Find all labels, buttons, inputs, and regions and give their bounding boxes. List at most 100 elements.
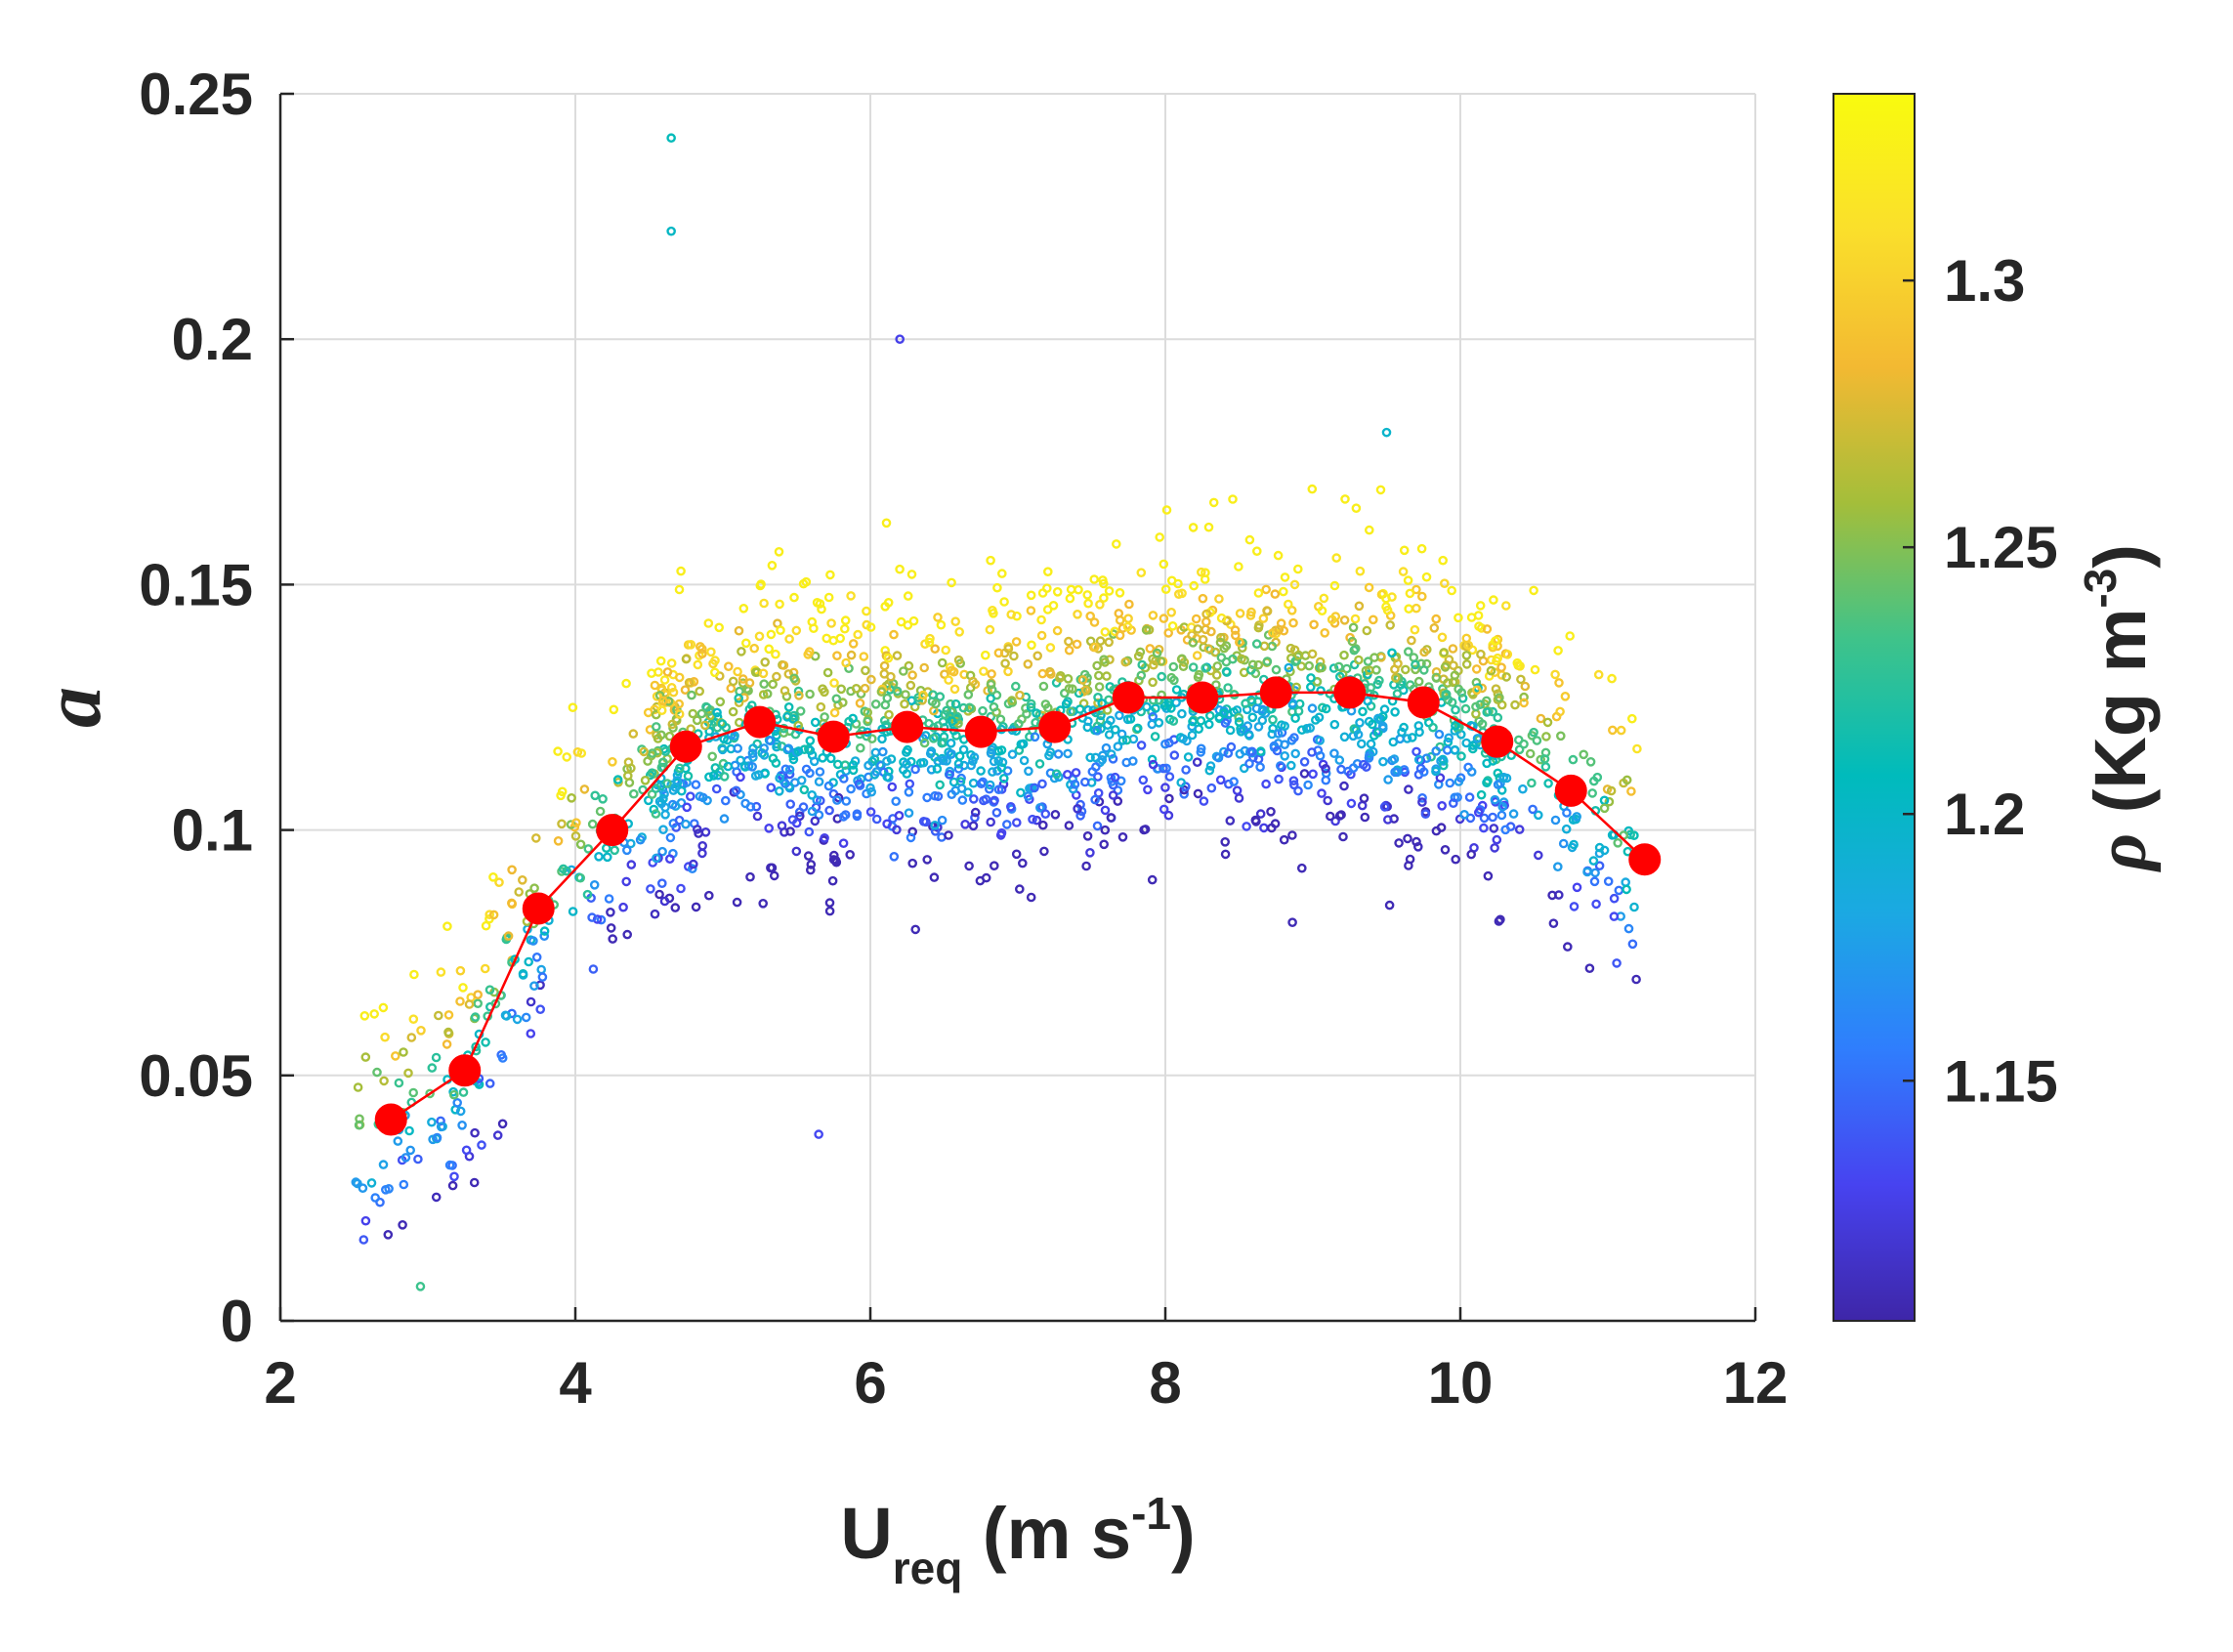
scatter-point [1527, 778, 1537, 788]
scatter-point [1150, 732, 1160, 741]
scatter-point [1553, 862, 1563, 872]
scatter-point [1065, 593, 1075, 604]
scatter-point [719, 814, 730, 824]
scatter-point [1529, 727, 1538, 738]
scatter-point [929, 872, 940, 882]
scatter-point [935, 692, 946, 701]
scatter-point [1216, 653, 1227, 662]
scatter-point [1018, 858, 1028, 868]
scatter-point [1077, 675, 1088, 685]
scatter-point [877, 734, 887, 744]
scatter-point [1038, 820, 1048, 830]
scatter-point [1128, 756, 1138, 766]
scatter-point [829, 707, 840, 718]
scatter-point [1289, 733, 1299, 742]
scatter-point [906, 680, 916, 691]
scatter-point [985, 624, 995, 635]
scatter-point [814, 810, 824, 821]
scatter-point [1253, 659, 1264, 670]
scatter-point [1016, 787, 1026, 798]
scatter-point [1204, 719, 1214, 730]
scatter-point [598, 794, 608, 804]
scatter-point [1160, 783, 1170, 792]
scatter-point [1339, 781, 1349, 791]
scatter-point [848, 639, 859, 649]
scatter-point [1198, 635, 1208, 645]
scatter-point [1391, 673, 1401, 683]
scatter-point [566, 820, 576, 829]
scatter-point [878, 746, 888, 757]
scatter-point [1060, 688, 1070, 699]
scatter-point [796, 776, 807, 785]
scatter-point [1120, 657, 1130, 667]
scatter-point [497, 1119, 508, 1129]
scatter-point [814, 777, 824, 787]
scatter-point [810, 816, 821, 826]
scatter-point [666, 683, 677, 693]
scatter-point [1363, 657, 1373, 666]
scatter-point [1431, 672, 1442, 683]
scatter-point [1021, 703, 1031, 713]
scatter-point [918, 734, 928, 743]
scatter-point [1270, 589, 1281, 599]
scatter-point [1223, 683, 1233, 693]
scatter-point [1042, 583, 1052, 594]
scatter-point [950, 699, 961, 709]
x-axis-title-exponent: -1 [1131, 1488, 1171, 1539]
scatter-point [1472, 734, 1483, 743]
scatter-point [1308, 769, 1318, 780]
scatter-point [1280, 751, 1289, 761]
scatter-point [1317, 606, 1327, 616]
scatter-point [702, 795, 712, 806]
scatter-point [647, 668, 656, 679]
scatter-point [1100, 825, 1111, 835]
scatter-point [1599, 803, 1610, 814]
scatter-point [1384, 900, 1395, 911]
scatter-point [899, 666, 908, 676]
scatter-point [892, 825, 902, 835]
scatter-point [1287, 830, 1297, 840]
scatter-point [1234, 712, 1243, 723]
scatter-point [1410, 624, 1420, 635]
scatter-point [996, 745, 1007, 755]
scatter-point [384, 1184, 394, 1194]
scatter-point [629, 788, 639, 799]
scatter-point [854, 779, 864, 789]
scatter-point [657, 878, 667, 889]
scatter-point [803, 851, 814, 861]
scatter-point [1177, 654, 1187, 664]
scatter-point [789, 710, 799, 721]
scatter-point [1354, 601, 1365, 612]
scatter-point [1399, 545, 1410, 556]
scatter-point [1468, 741, 1478, 750]
scatter-point [789, 592, 799, 603]
scatter-point [406, 1033, 417, 1042]
scatter-point [1115, 588, 1125, 598]
scatter-point [694, 828, 703, 838]
scatter-point [1271, 664, 1282, 675]
scatter-point [656, 762, 667, 773]
scatter-point [409, 969, 419, 980]
scatter-point [667, 799, 678, 810]
scatter-point [1085, 752, 1095, 763]
scatter-point [1235, 749, 1245, 759]
scatter-point [1417, 591, 1427, 602]
scatter-point [846, 591, 856, 601]
scatter-point [1092, 660, 1102, 671]
scatter-point [748, 743, 758, 753]
scatter-point [512, 1014, 523, 1025]
scatter-point [1534, 810, 1543, 821]
scatter-point [766, 629, 777, 640]
scatter-point [1525, 748, 1536, 759]
scatter-point [1199, 796, 1209, 806]
scatter-point [910, 924, 921, 935]
scatter-point [1273, 550, 1284, 561]
scatter-point [1101, 742, 1112, 753]
scatter-point [906, 832, 916, 843]
scatter-point [771, 649, 780, 659]
scatter-point [1408, 733, 1417, 742]
scatter-point [1074, 584, 1083, 595]
scatter-point [1543, 779, 1553, 788]
scatter-point [408, 1014, 419, 1024]
scatter-point [710, 763, 721, 773]
